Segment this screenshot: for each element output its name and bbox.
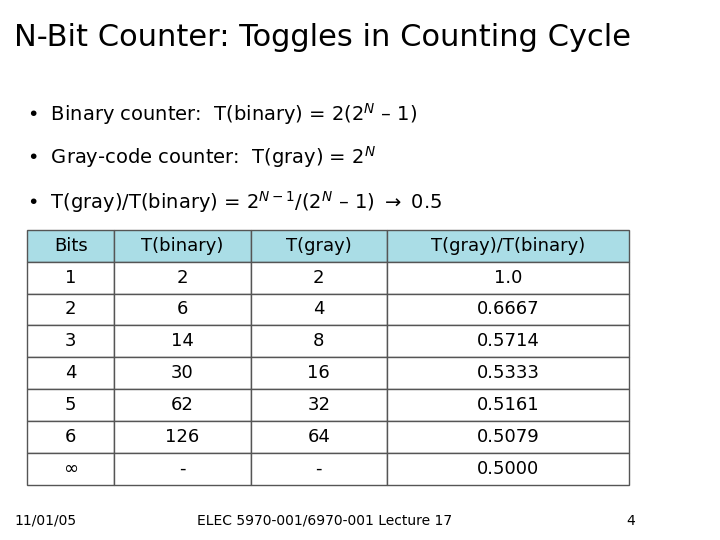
Text: 32: 32 [307, 396, 330, 414]
Text: 0.6667: 0.6667 [477, 300, 539, 319]
FancyBboxPatch shape [27, 421, 114, 453]
Text: 8: 8 [313, 332, 325, 350]
Text: 2: 2 [176, 268, 188, 287]
Text: 4: 4 [65, 364, 76, 382]
FancyBboxPatch shape [27, 453, 114, 485]
Text: Bits: Bits [54, 237, 88, 255]
FancyBboxPatch shape [114, 230, 251, 261]
FancyBboxPatch shape [387, 389, 629, 421]
FancyBboxPatch shape [27, 230, 114, 261]
Text: 16: 16 [307, 364, 330, 382]
FancyBboxPatch shape [114, 421, 251, 453]
Text: 64: 64 [307, 428, 330, 446]
FancyBboxPatch shape [114, 389, 251, 421]
Text: 62: 62 [171, 396, 194, 414]
FancyBboxPatch shape [27, 357, 114, 389]
FancyBboxPatch shape [251, 357, 387, 389]
FancyBboxPatch shape [27, 294, 114, 326]
Text: 0.5161: 0.5161 [477, 396, 539, 414]
Text: •  Binary counter:  T(binary) = 2(2$^N$ – 1): • Binary counter: T(binary) = 2(2$^N$ – … [27, 101, 418, 127]
FancyBboxPatch shape [387, 261, 629, 294]
Text: T(gray)/T(binary): T(gray)/T(binary) [431, 237, 585, 255]
Text: 0.5333: 0.5333 [477, 364, 539, 382]
Text: 126: 126 [166, 428, 199, 446]
FancyBboxPatch shape [387, 230, 629, 261]
FancyBboxPatch shape [251, 230, 387, 261]
FancyBboxPatch shape [251, 326, 387, 357]
FancyBboxPatch shape [114, 453, 251, 485]
FancyBboxPatch shape [114, 357, 251, 389]
FancyBboxPatch shape [387, 421, 629, 453]
FancyBboxPatch shape [27, 261, 114, 294]
Text: T(binary): T(binary) [141, 237, 223, 255]
Text: 11/01/05: 11/01/05 [14, 514, 76, 528]
Text: 2: 2 [313, 268, 325, 287]
Text: 3: 3 [65, 332, 76, 350]
FancyBboxPatch shape [251, 389, 387, 421]
FancyBboxPatch shape [251, 453, 387, 485]
Text: T(gray): T(gray) [286, 237, 352, 255]
Text: 6: 6 [65, 428, 76, 446]
FancyBboxPatch shape [387, 453, 629, 485]
FancyBboxPatch shape [387, 294, 629, 326]
FancyBboxPatch shape [251, 421, 387, 453]
Text: 4: 4 [626, 514, 636, 528]
Text: 1.0: 1.0 [494, 268, 522, 287]
FancyBboxPatch shape [27, 326, 114, 357]
Text: 0.5079: 0.5079 [477, 428, 539, 446]
FancyBboxPatch shape [251, 294, 387, 326]
Text: •  T(gray)/T(binary) = 2$^{N-1}$/(2$^N$ – 1) $\rightarrow$ 0.5: • T(gray)/T(binary) = 2$^{N-1}$/(2$^N$ –… [27, 190, 443, 215]
FancyBboxPatch shape [387, 357, 629, 389]
Text: 2: 2 [65, 300, 76, 319]
FancyBboxPatch shape [251, 261, 387, 294]
Text: N-Bit Counter: Toggles in Counting Cycle: N-Bit Counter: Toggles in Counting Cycle [14, 23, 631, 52]
Text: •  Gray-code counter:  T(gray) = 2$^N$: • Gray-code counter: T(gray) = 2$^N$ [27, 144, 377, 170]
Text: -: - [315, 460, 322, 478]
FancyBboxPatch shape [114, 261, 251, 294]
FancyBboxPatch shape [387, 326, 629, 357]
FancyBboxPatch shape [114, 326, 251, 357]
Text: 6: 6 [176, 300, 188, 319]
FancyBboxPatch shape [114, 294, 251, 326]
Text: 14: 14 [171, 332, 194, 350]
Text: 30: 30 [171, 364, 194, 382]
Text: 1: 1 [65, 268, 76, 287]
Text: 0.5000: 0.5000 [477, 460, 539, 478]
Text: 0.5714: 0.5714 [477, 332, 539, 350]
Text: ELEC 5970-001/6970-001 Lecture 17: ELEC 5970-001/6970-001 Lecture 17 [197, 514, 452, 528]
Text: -: - [179, 460, 186, 478]
Text: ∞: ∞ [63, 460, 78, 478]
FancyBboxPatch shape [27, 389, 114, 421]
Text: 4: 4 [313, 300, 325, 319]
Text: 5: 5 [65, 396, 76, 414]
